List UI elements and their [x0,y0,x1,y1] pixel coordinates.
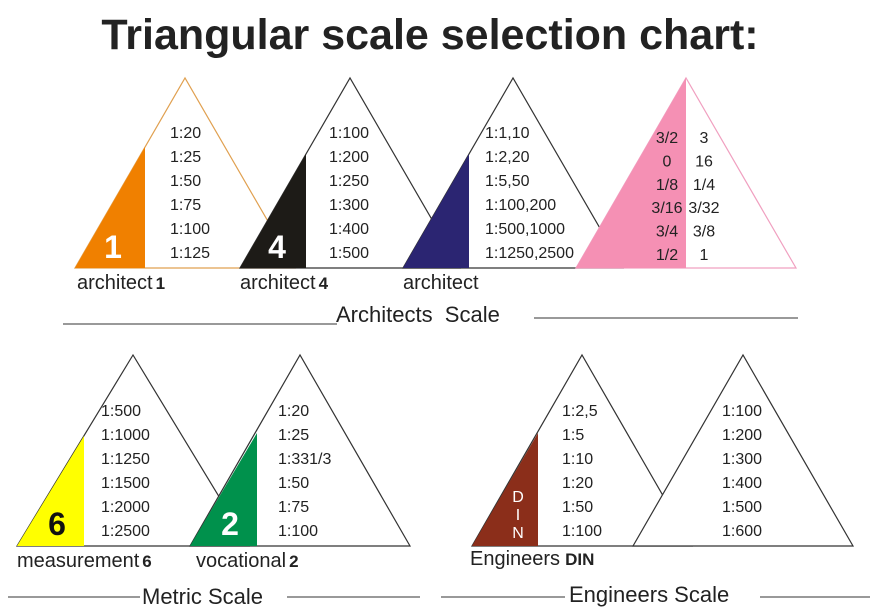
scale-list-measurement-6: 1:500 1:1000 1:1250 1:1500 1:2000 1:2500 [101,403,150,540]
scale-value: 1:500,1000 [485,221,565,238]
scale-value: 1:25 [170,149,201,166]
scale-value: 1/4 [693,177,715,194]
scale-value: 1:75 [170,197,201,214]
scale-number-1: 1 [104,229,122,265]
triangle-outline [631,353,855,547]
scale-value: 1:100 [722,403,762,420]
scale-value: 1:75 [278,499,309,516]
scale-value: 1:2000 [101,499,150,516]
din-letter-d: D [512,489,524,506]
color-band-vocational-2 [190,433,257,546]
scale-list-fraction-left: 3/2 0 1/8 3/16 3/4 1/2 [651,130,682,264]
color-band-architect-4 [240,154,306,268]
scale-value: 1:1,10 [485,125,530,142]
scale-value: 1:100 [278,523,318,540]
section-metric-scale: Metric Scale [142,584,263,609]
scale-list-architect: 1:1,10 1:2,20 1:5,50 1:100,200 1:500,1000 1:1… [485,125,574,262]
scale-value: 3/16 [651,200,682,217]
section-architects-scale: Architects Scale [336,302,500,327]
scale-value: 1:2,5 [562,403,598,420]
scale-list-architect-1: 1:20 1:25 1:50 1:75 1:100 1:125 [170,125,210,262]
scale-list-din: 1:2,5 1:5 1:10 1:20 1:50 1:100 [562,403,602,540]
color-band-fraction [576,78,686,268]
label-architect: architect [403,272,479,294]
scale-value: 3/8 [693,224,715,241]
scale-value: 1/2 [656,247,678,264]
scale-value: 1:100 [329,125,369,142]
scale-value: 3/4 [656,224,678,241]
label-vocational-2: vocational 2 [196,550,299,572]
scale-value: 0 [663,153,672,170]
din-letter-n: N [512,525,524,542]
scale-value: 1:500 [329,245,369,262]
triangle-din: D I N 1:2,5 1:5 1:10 1:20 1:50 1:100 [470,353,694,547]
color-band-architect [403,154,469,268]
label-architect-1: architect 1 [77,272,165,294]
triangle-architect: 1:1,10 1:2,20 1:5,50 1:100,200 1:500,1000 1:1… [401,76,625,269]
scale-value: 3/32 [688,200,719,217]
scale-list-architect-4: 1:100 1:200 1:250 1:300 1:400 1:500 [329,125,369,262]
scale-value: 1 [700,247,709,264]
color-band-architect-1 [75,147,145,268]
scale-value: 1:125 [170,245,210,262]
scale-value: 1:500 [722,499,762,516]
section-engineers-scale: Engineers Scale [569,582,729,607]
scale-value: 3 [700,130,709,147]
triangle-engineers: 1:100 1:200 1:300 1:400 1:500 1:600 [631,353,855,547]
label-engineers-din: Engineers DIN [470,548,594,570]
scale-value: 1:20 [170,125,201,142]
scale-value: 1:2,20 [485,149,530,166]
scale-value: 1:1250,2500 [485,245,574,262]
scale-value: 1:100 [562,523,602,540]
scale-value: 1:1000 [101,427,150,444]
scale-value: 1:300 [722,451,762,468]
scale-value: 1:20 [562,475,593,492]
scale-value: 1:100 [170,221,210,238]
scale-value: 1:10 [562,451,593,468]
scale-value: 1:400 [329,221,369,238]
scale-value: 3/2 [656,130,678,147]
triangle-measurement-6: 6 1:500 1:1000 1:1250 1:1500 1:2000 1:2500 [15,353,251,547]
scale-number-4: 4 [268,229,286,265]
scale-value: 1:400 [722,475,762,492]
scale-list-engineers: 1:100 1:200 1:300 1:400 1:500 1:600 [722,403,762,540]
scale-value: 1:25 [278,427,309,444]
color-band-din [472,433,538,546]
din-letters: D I N [512,489,524,542]
triangle-vocational-2: 2 1:20 1:25 1:331/3 1:50 1:75 1:100 [188,353,412,547]
triangle-architect-1: 1 1:20 1:25 1:50 1:75 1:100 1:125 [73,76,297,269]
scale-value: 1:200 [329,149,369,166]
scale-value: 1:200 [722,427,762,444]
scale-value: 1:50 [170,173,201,190]
scale-value: 1:50 [562,499,593,516]
scale-value: 1:600 [722,523,762,540]
din-letter-i: I [516,507,520,524]
scale-value: 1:20 [278,403,309,420]
scale-number-6: 6 [48,506,66,542]
label-measurement-6: measurement 6 [17,550,152,572]
scale-value: 1:250 [329,173,369,190]
scale-list-fraction-right: 3 16 1/4 3/32 3/8 1 [688,130,719,264]
scale-number-2: 2 [221,506,239,542]
scale-value: 1:5 [562,427,584,444]
scale-value: 1:1250 [101,451,150,468]
scale-list-vocational-2: 1:20 1:25 1:331/3 1:50 1:75 1:100 [278,403,331,540]
scale-value: 1:500 [101,403,141,420]
scale-value: 1:300 [329,197,369,214]
color-band-measurement-6 [17,436,84,546]
chart-title: Triangular scale selection chart: [101,11,758,59]
scale-value: 1:331/3 [278,451,331,468]
scale-value: 1:100,200 [485,197,556,214]
scale-value: 16 [695,153,713,170]
scale-value: 1:2500 [101,523,150,540]
triangle-fraction: 3/2 0 1/8 3/16 3/4 1/2 3 16 1/4 3/32 3/8 1 [574,76,798,269]
label-architect-4: architect 4 [240,272,329,294]
triangle-architect-4: 4 1:100 1:200 1:250 1:300 1:400 1:500 [238,76,462,269]
scale-value: 1:5,50 [485,173,530,190]
scale-value: 1:1500 [101,475,150,492]
scale-value: 1:50 [278,475,309,492]
scale-value: 1/8 [656,177,678,194]
